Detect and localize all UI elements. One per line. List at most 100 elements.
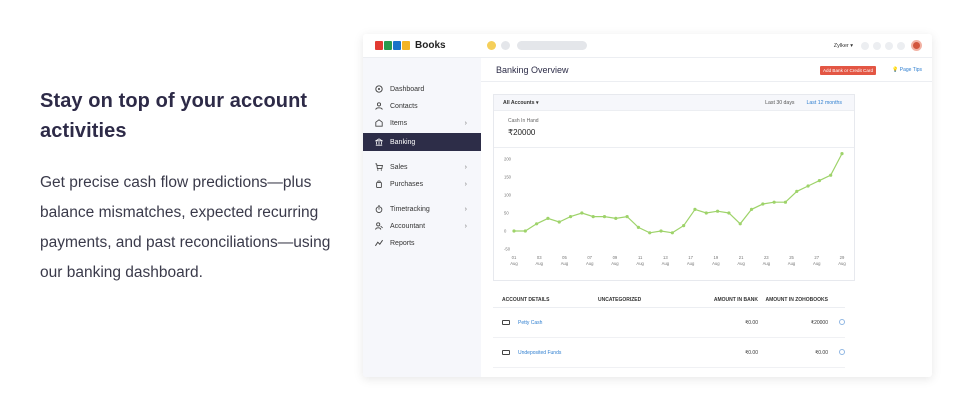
amount-in-bank: ₹0.00 xyxy=(745,319,758,326)
col-uncategorized: UNCATEGORIZED xyxy=(598,296,642,303)
recent-icon[interactable] xyxy=(487,41,496,50)
data-point[interactable] xyxy=(772,200,776,204)
page-tips-link[interactable]: 💡 Page Tips xyxy=(892,66,922,75)
data-point[interactable] xyxy=(648,231,652,235)
data-point[interactable] xyxy=(580,211,584,215)
col-amount-books: AMOUNT IN ZOHOBOOKS xyxy=(765,296,829,303)
cash-card: All Accounts ▾ Last 30 days Last 12 mont… xyxy=(493,94,855,281)
chevron-right-icon: › xyxy=(464,163,467,171)
data-point[interactable] xyxy=(659,229,663,233)
amount-in-bank: ₹0.00 xyxy=(745,349,758,356)
data-point[interactable] xyxy=(557,220,561,224)
sidebar-item-banking[interactable]: Banking xyxy=(363,133,481,151)
data-point[interactable] xyxy=(670,231,674,235)
data-point[interactable] xyxy=(682,224,686,228)
col-account-details: ACCOUNT DETAILS xyxy=(502,296,550,303)
cash-flow-chart: 200 150 100 50 0 -50 01 Aug 03 Aug 05 Aug 07 Aug 09 Aug… xyxy=(504,152,846,266)
bulb-icon: 💡 xyxy=(892,67,900,73)
page-title: Banking Overview xyxy=(496,64,569,75)
data-point[interactable] xyxy=(535,222,539,226)
search-input[interactable] xyxy=(517,41,587,50)
data-point[interactable] xyxy=(636,225,641,229)
x-tick-label: 07 Aug xyxy=(586,255,594,266)
data-point[interactable] xyxy=(749,207,754,211)
data-point[interactable] xyxy=(783,200,788,204)
upgrade-icon[interactable] xyxy=(861,41,869,50)
sidebar-item-accountant[interactable]: Accountant › xyxy=(363,217,481,235)
sidebar-item-items[interactable]: Items › xyxy=(363,114,481,132)
page-tips-label: Page Tips xyxy=(899,67,922,73)
promo-heading: Stay on top of your account activities xyxy=(40,90,308,142)
cash-in-hand-label: Cash In Hand xyxy=(508,118,539,124)
data-point[interactable] xyxy=(829,173,833,177)
bank-account-icon xyxy=(502,320,510,325)
data-point[interactable] xyxy=(625,215,629,219)
sidebar-item-dashboard[interactable]: Dashboard xyxy=(363,80,481,98)
sidebar-item-label: Dashboard xyxy=(390,85,425,93)
settings-icon[interactable] xyxy=(885,41,893,50)
notification-icon[interactable] xyxy=(873,41,881,50)
promo-body: Get precise cash flow predictions—plus b… xyxy=(40,174,331,281)
add-bank-button[interactable]: Add Bank or Credit Card xyxy=(819,66,876,75)
sidebar-item-timetracking[interactable]: Timetracking › xyxy=(363,200,481,218)
data-point[interactable] xyxy=(704,211,708,215)
status-check-icon[interactable] xyxy=(839,348,845,355)
amount-in-books: ₹20000 xyxy=(810,319,828,326)
data-point[interactable] xyxy=(806,184,810,188)
data-point[interactable] xyxy=(761,202,765,206)
data-point[interactable] xyxy=(840,152,844,156)
x-tick-label: 21 Aug xyxy=(737,255,745,266)
sidebar-item-contacts[interactable]: Contacts xyxy=(363,97,481,115)
x-tick-label: 25 Aug xyxy=(788,255,796,266)
data-point[interactable] xyxy=(591,215,595,219)
cash-in-hand-value: ₹20000 xyxy=(508,128,536,137)
sidebar-item-label: Reports xyxy=(390,239,415,247)
reports-icon xyxy=(374,239,383,248)
table-row[interactable]: Petty Cash ₹0.00 ₹20000 xyxy=(493,308,845,338)
account-link[interactable]: Undeposited Funds xyxy=(518,349,562,356)
data-point[interactable] xyxy=(523,229,527,233)
x-tick-label: 13 Aug xyxy=(662,255,670,266)
data-point[interactable] xyxy=(715,209,720,213)
range-12-months[interactable]: Last 12 months xyxy=(806,99,842,106)
range-30-days[interactable]: Last 30 days xyxy=(765,99,795,106)
y-tick-label: 100 xyxy=(504,193,512,198)
history-icon[interactable] xyxy=(501,41,510,50)
data-point[interactable] xyxy=(512,229,516,233)
data-point[interactable] xyxy=(795,189,799,193)
data-point[interactable] xyxy=(568,215,573,219)
help-icon[interactable] xyxy=(897,41,905,50)
x-tick-label: 03 Aug xyxy=(536,255,544,266)
y-tick-label: 0 xyxy=(504,229,507,234)
items-icon xyxy=(374,119,383,128)
data-point[interactable] xyxy=(727,211,731,215)
sidebar-item-reports[interactable]: Reports xyxy=(363,234,481,252)
data-point[interactable] xyxy=(817,179,821,183)
logo-text: Books xyxy=(415,40,446,51)
sidebar: Dashboard Contacts Items › Banking Sales › Purc… xyxy=(363,58,481,377)
y-tick-label: 200 xyxy=(504,157,512,162)
x-tick-label: 29 Aug xyxy=(838,255,846,266)
chevron-right-icon: › xyxy=(464,205,467,213)
sidebar-item-purchases[interactable]: Purchases › xyxy=(363,175,481,193)
account-link[interactable]: Petty Cash xyxy=(518,319,543,326)
status-check-icon[interactable] xyxy=(839,318,845,325)
bag-icon xyxy=(374,180,383,189)
series-line xyxy=(514,153,843,234)
data-point[interactable] xyxy=(546,216,550,220)
x-tick-label: 19 Aug xyxy=(712,255,720,266)
data-point[interactable] xyxy=(602,215,607,219)
account-filter-dropdown[interactable]: All Accounts ▾ xyxy=(503,99,539,106)
data-point[interactable] xyxy=(693,207,697,211)
bank-icon xyxy=(374,138,383,147)
dashboard-icon xyxy=(374,85,383,94)
avatar[interactable] xyxy=(911,40,922,51)
data-point[interactable] xyxy=(738,222,742,226)
zoho-books-logo[interactable]: Books xyxy=(363,40,481,51)
data-point[interactable] xyxy=(614,216,618,220)
org-switcher[interactable]: Zylker ▾ xyxy=(833,42,853,49)
table-row[interactable]: Undeposited Funds ₹0.00 ₹0.00 xyxy=(493,338,845,368)
sidebar-item-label: Purchases xyxy=(390,180,424,188)
chevron-right-icon: › xyxy=(464,119,467,127)
sidebar-item-sales[interactable]: Sales › xyxy=(363,158,481,176)
